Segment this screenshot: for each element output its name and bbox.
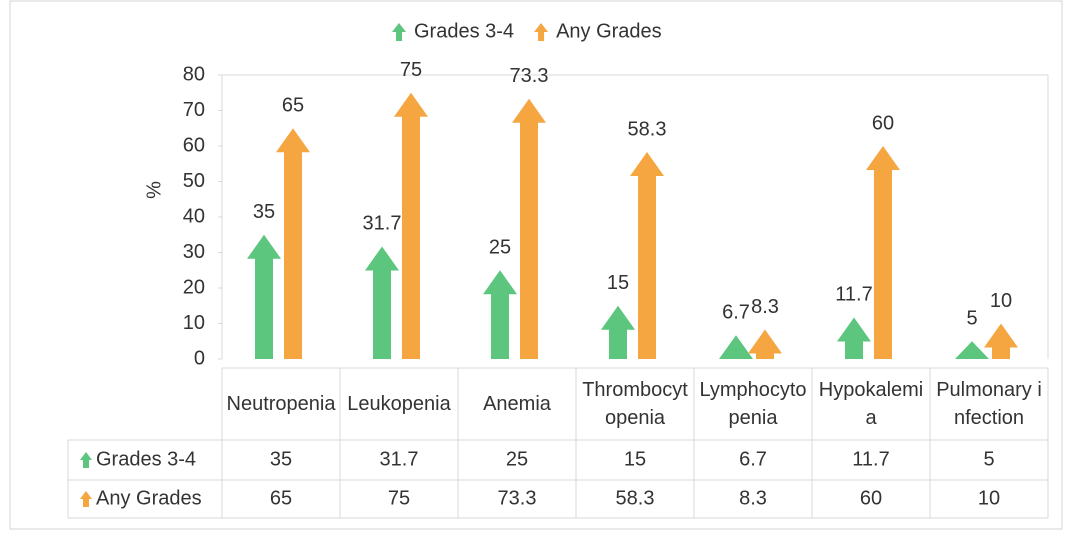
table-cell: 6.7 <box>739 448 767 470</box>
table-legend-icon <box>80 491 92 507</box>
data-label: 8.3 <box>751 296 779 318</box>
y-tick-label: 60 <box>183 134 205 156</box>
y-tick-label: 0 <box>194 347 205 369</box>
arrow-bar <box>866 146 900 359</box>
arrow-bar <box>483 270 517 359</box>
category-label: Leukopenia <box>347 393 451 415</box>
category-label: Thrombocytopenia <box>582 379 688 429</box>
legend-icon <box>392 23 406 41</box>
y-axis-label: % <box>143 181 165 199</box>
data-label: 15 <box>607 272 629 294</box>
y-tick-label: 10 <box>183 312 205 334</box>
table-cell: 10 <box>978 487 1000 509</box>
table-series-label: Any Grades <box>96 487 202 509</box>
arrow-bar <box>984 323 1018 359</box>
table-cell: 58.3 <box>616 487 655 509</box>
table-cell: 5 <box>983 448 994 470</box>
arrow-bar <box>394 92 428 359</box>
table-series-label: Grades 3-4 <box>96 448 196 470</box>
arrow-bar <box>247 234 281 359</box>
data-label: 60 <box>872 112 894 134</box>
data-label: 11.7 <box>835 284 872 306</box>
data-label: 10 <box>990 290 1012 312</box>
table-cell: 73.3 <box>498 487 537 509</box>
table-cell: 35 <box>270 448 292 470</box>
legend-label: Grades 3-4 <box>414 20 514 42</box>
arrow-bar <box>719 335 753 359</box>
category-label: Anemia <box>483 393 551 415</box>
chart-border <box>9 0 1063 530</box>
data-label: 35 <box>253 201 275 223</box>
category-label: Hypokalemia <box>818 379 924 429</box>
arrow-bar <box>630 152 664 359</box>
data-label: 65 <box>282 95 304 117</box>
arrow-bar <box>512 98 546 359</box>
table-cell: 31.7 <box>380 448 419 470</box>
arrow-bar <box>955 341 989 359</box>
legend-label: Any Grades <box>556 20 662 42</box>
table-cell: 11.7 <box>852 448 889 470</box>
arrow-bar <box>601 305 635 359</box>
data-label: 75 <box>400 59 422 81</box>
legend-icon <box>534 23 549 41</box>
y-tick-label: 50 <box>183 170 205 192</box>
table-cell: 75 <box>388 487 410 509</box>
arrow-bar <box>276 128 310 359</box>
arrow-bar <box>837 317 871 359</box>
data-label: 5 <box>966 308 977 330</box>
table-cell: 65 <box>270 487 292 509</box>
data-label: 58.3 <box>628 118 667 140</box>
data-label: 25 <box>489 237 511 259</box>
arrow-bar <box>748 329 782 359</box>
category-label: Pulmonary infection <box>936 379 1042 429</box>
arrow-bar <box>365 246 399 359</box>
table-cell: 60 <box>860 487 882 509</box>
y-tick-label: 80 <box>183 63 205 85</box>
data-label: 73.3 <box>510 65 549 87</box>
table-cell: 25 <box>506 448 528 470</box>
data-label: 6.7 <box>722 301 750 323</box>
category-label: Neutropenia <box>226 393 336 415</box>
data-label: 31.7 <box>363 213 402 235</box>
y-tick-label: 40 <box>183 205 205 227</box>
y-tick-label: 70 <box>183 99 205 121</box>
y-tick-label: 30 <box>183 241 205 263</box>
category-label: Lymphocytopenia <box>699 379 807 429</box>
table-legend-icon <box>80 452 92 468</box>
y-tick-label: 20 <box>183 276 205 298</box>
table-cell: 15 <box>624 448 646 470</box>
table-cell: 8.3 <box>739 487 767 509</box>
